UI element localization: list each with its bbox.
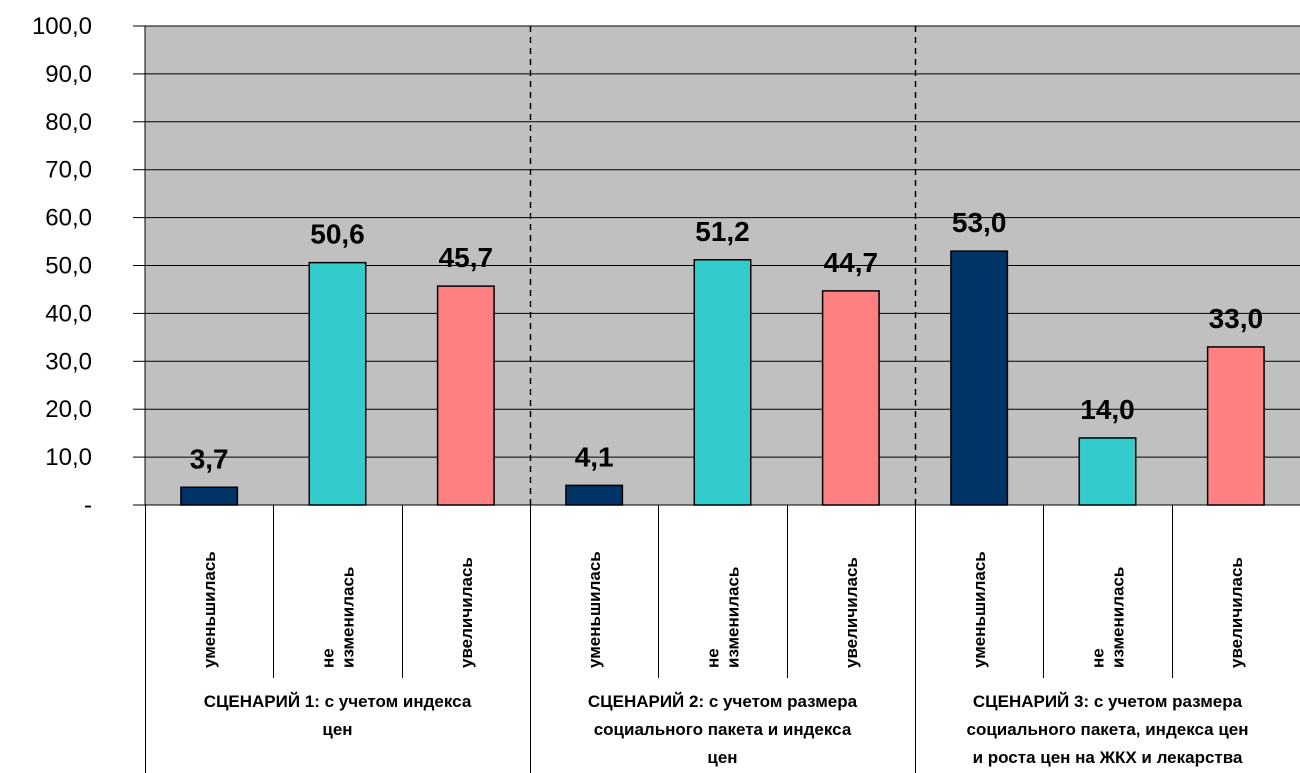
category-label: неизменилась <box>1089 567 1128 668</box>
category-label: увеличилась <box>457 557 476 668</box>
data-label: 44,7 <box>824 247 879 278</box>
data-label: 51,2 <box>695 216 750 247</box>
y-tick-label: 40,0 <box>45 300 92 327</box>
scenario-label: СЦЕНАРИЙ 1: с учетом индекса цен <box>204 692 472 739</box>
bar-increased <box>821 290 880 506</box>
y-tick-label: 80,0 <box>45 109 92 136</box>
bar-decreased <box>180 486 239 506</box>
data-label: 50,6 <box>310 219 365 250</box>
data-label: 53,0 <box>952 207 1007 238</box>
data-label: 45,7 <box>439 242 494 273</box>
scenario-label: СЦЕНАРИЙ 3: с учетом размера социального … <box>966 692 1248 767</box>
category-label: неизменилась <box>704 567 743 668</box>
data-label: 4,1 <box>575 441 614 472</box>
bar-increased <box>1206 346 1265 506</box>
bar-unchanged <box>1078 437 1137 506</box>
y-tick-label: 20,0 <box>45 396 92 423</box>
data-label: 3,7 <box>190 443 229 474</box>
category-label: уменьшилась <box>200 551 219 668</box>
y-tick-label: 50,0 <box>45 253 92 280</box>
category-label: уменьшилась <box>970 551 989 668</box>
bar-decreased <box>950 250 1009 506</box>
category-label: неизменилась <box>319 567 358 668</box>
y-tick-label: - <box>84 492 92 519</box>
category-label: уменьшилась <box>585 551 604 668</box>
bar-decreased <box>565 484 624 506</box>
scenario-label: СЦЕНАРИЙ 2: с учетом размера социального … <box>588 692 858 767</box>
y-tick-label: 70,0 <box>45 157 92 184</box>
bar-unchanged <box>308 261 367 506</box>
y-tick-label: 60,0 <box>45 205 92 232</box>
bar-increased <box>436 285 495 506</box>
data-label: 14,0 <box>1080 394 1135 425</box>
category-label: увеличилась <box>1227 557 1246 668</box>
data-label: 33,0 <box>1209 303 1264 334</box>
y-tick-label: 10,0 <box>45 444 92 471</box>
y-tick-label: 30,0 <box>45 348 92 375</box>
y-tick-label: 100,0 <box>32 13 92 40</box>
bar-unchanged <box>693 259 752 506</box>
y-tick-label: 90,0 <box>45 61 92 88</box>
category-label: увеличилась <box>842 557 861 668</box>
